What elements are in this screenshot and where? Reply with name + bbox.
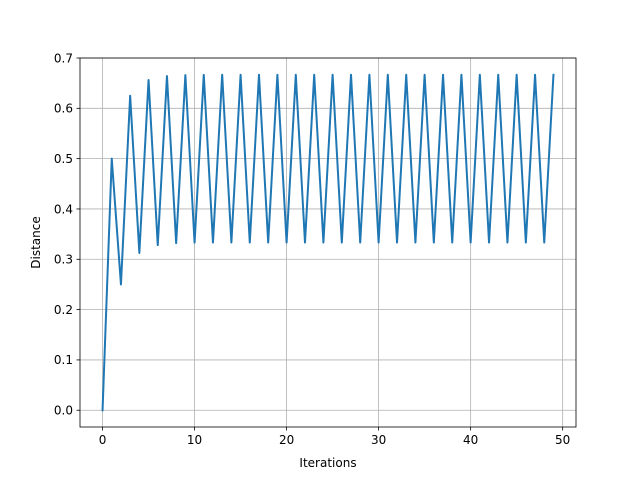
y-tick-label: 0.6 bbox=[54, 102, 73, 116]
x-tick-label: 10 bbox=[187, 433, 202, 447]
series-line bbox=[101, 73, 555, 412]
y-tick-label: 0.1 bbox=[54, 353, 73, 367]
y-tick-label: 0.3 bbox=[54, 253, 73, 267]
x-tick-label: 0 bbox=[99, 433, 107, 447]
plot-frame bbox=[79, 57, 577, 428]
y-tick-label: 0.4 bbox=[54, 202, 73, 216]
x-tick-label: 50 bbox=[555, 433, 570, 447]
y-tick-label: 0.0 bbox=[54, 404, 73, 418]
y-tick-label: 0.5 bbox=[54, 152, 73, 166]
x-tick-label: 20 bbox=[279, 433, 294, 447]
x-tick-label: 30 bbox=[371, 433, 386, 447]
axis-ticks: 0 10 20 30 40 50 0.0 0.1 0.2 0.3 0.4 0.5 0.6 0.7 bbox=[54, 51, 570, 447]
x-tick-label: 40 bbox=[463, 433, 478, 447]
y-tick-label: 0.7 bbox=[54, 51, 73, 65]
y-tick-label: 0.2 bbox=[54, 303, 73, 317]
y-axis-label: Distance bbox=[29, 216, 43, 268]
x-axis-label: Iterations bbox=[299, 456, 356, 470]
